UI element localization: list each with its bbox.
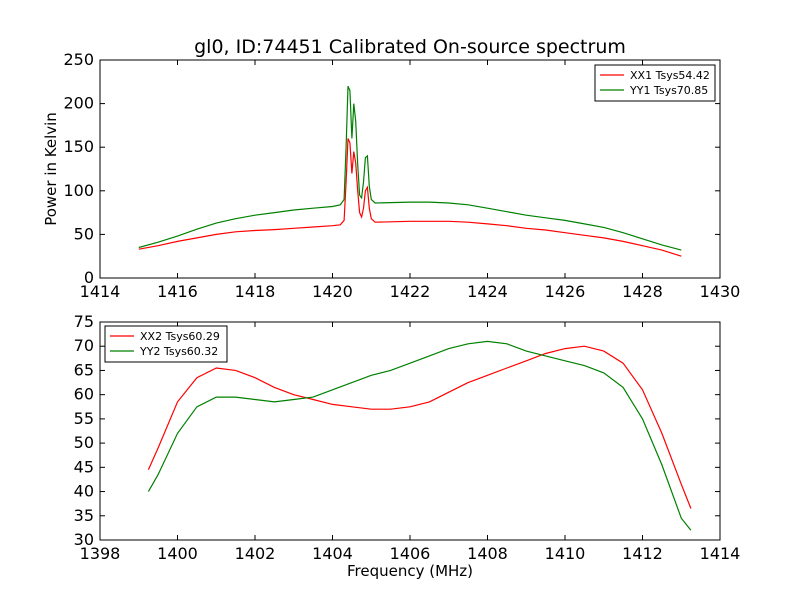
y-tick-label: 100 (63, 181, 94, 200)
y-tick-label: 45 (74, 457, 94, 476)
x-tick-label: 1418 (235, 282, 276, 301)
panel-2: 1398 1400 1402 1404 1406 1408 1410 1412 1414 30 35… (74, 312, 741, 580)
x-tick-label: 1426 (545, 282, 586, 301)
legend-entry: XX1 Tsys54.42 (630, 69, 710, 82)
x-tick-label: 1428 (622, 282, 663, 301)
y-tick-label: 55 (74, 409, 94, 428)
x-tick-label: 1398 (80, 544, 121, 563)
y-tick-label: 70 (74, 336, 94, 355)
y-tick-label: 50 (74, 433, 94, 452)
series-line-2-1 (147, 345, 692, 509)
legend-entry: XX2 Tsys60.29 (140, 330, 220, 343)
legend-box (104, 325, 228, 363)
panel-1: 1414 1416 1418 1420 1422 1424 1426 1428 1430 0 50 1… (42, 50, 740, 301)
x-tick-label: 1412 (622, 544, 663, 563)
x-tick-label: 1416 (157, 282, 198, 301)
y-tick-label: 150 (63, 137, 94, 156)
legend: XX2 Tsys60.29 YY2 Tsys60.32 (104, 325, 228, 363)
y-tick-label: 250 (63, 50, 94, 69)
x-axis-label: Frequency (MHz) (347, 562, 473, 580)
y-tick-label: 50 (74, 224, 94, 243)
y-tick-label: 65 (74, 360, 94, 379)
legend: XX1 Tsys54.42 YY1 Tsys70.85 (594, 64, 716, 102)
y-tick-label: 200 (63, 94, 94, 113)
x-tick-label: 1430 (700, 282, 741, 301)
legend-box (594, 64, 716, 102)
x-tick-label: 1406 (390, 544, 431, 563)
x-tick-label: 1414 (700, 544, 741, 563)
x-tick-label: 1420 (312, 282, 353, 301)
y-tick-label: 60 (74, 385, 94, 404)
x-tick-label: 1408 (467, 544, 508, 563)
y-tick-label: 40 (74, 482, 94, 501)
chart-panels: 1414 1416 1418 1420 1422 1424 1426 1428 14300501… (42, 50, 740, 580)
x-tick-label: 1400 (157, 544, 198, 563)
y-tick-label: 75 (74, 312, 94, 331)
x-tick-label: 1410 (545, 544, 586, 563)
y-tick-label: 0 (84, 268, 94, 287)
x-tick-label: 1424 (467, 282, 508, 301)
y-axis-label: Power in Kelvin (42, 112, 60, 226)
x-tick-label: 1404 (312, 544, 353, 563)
x-tick-label: 1402 (235, 544, 276, 563)
series-line-1-1 (138, 138, 682, 257)
legend-entry: YY2 Tsys60.32 (139, 345, 218, 358)
series-line-1-2 (138, 85, 682, 251)
legend-entry: YY1 Tsys70.85 (629, 84, 708, 97)
series-line-2-2 (147, 340, 692, 531)
x-tick-label: 1422 (390, 282, 431, 301)
chart-title: gl0, ID:74451 Calibrated On-source spect… (194, 36, 626, 58)
y-tick-label: 35 (74, 506, 94, 525)
x-tick-label: 1414 (80, 282, 121, 301)
y-tick-label: 30 (74, 530, 94, 549)
